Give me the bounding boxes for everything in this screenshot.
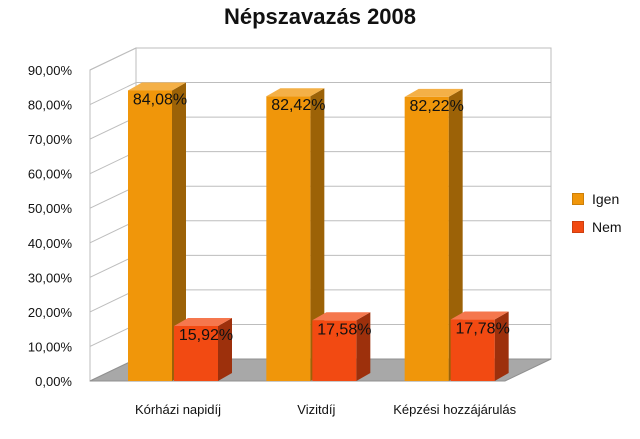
x-tick-label: Képzési hozzájárulás <box>393 402 516 417</box>
bar-top-nem <box>174 317 232 326</box>
legend-swatch-igen <box>572 193 584 205</box>
y-tick-label: 30,00% <box>28 270 73 285</box>
y-tick-label: 0,00% <box>35 374 72 389</box>
bar-side-nem <box>494 311 509 381</box>
bar-top-nem <box>450 311 509 320</box>
legend-item-igen: Igen <box>572 188 622 210</box>
gridline-side <box>89 82 137 106</box>
gridline-side <box>89 47 137 71</box>
chart-title: Népszavazás 2008 <box>223 4 417 29</box>
bar-side-nem <box>218 317 232 381</box>
legend-label-nem: Nem <box>592 219 622 235</box>
bar-igen <box>266 96 311 381</box>
legend-item-nem: Nem <box>572 216 622 238</box>
y-tick-label: 20,00% <box>28 305 73 320</box>
bar-igen <box>128 90 172 382</box>
data-label-igen: 82,42% <box>271 97 325 114</box>
bar-top-nem <box>312 312 371 321</box>
y-tick-label: 10,00% <box>28 339 73 354</box>
y-tick-label: 60,00% <box>28 167 73 182</box>
data-label-nem: 17,78% <box>456 321 510 338</box>
legend-label-igen: Igen <box>592 191 620 207</box>
x-tick-label: Kórházi napidíj <box>135 402 221 417</box>
data-label-nem: 17,58% <box>317 321 371 338</box>
y-tick-label: 90,00% <box>28 63 73 78</box>
bar-nem <box>312 320 357 381</box>
data-label-igen: 84,08% <box>133 91 187 108</box>
bar-top-igen <box>266 88 325 97</box>
y-tick-label: 50,00% <box>28 201 73 216</box>
data-label-igen: 82,22% <box>410 98 464 115</box>
bar-igen <box>404 96 449 382</box>
bar-top-igen <box>128 82 186 91</box>
y-tick-label: 70,00% <box>28 132 73 147</box>
legend-swatch-nem <box>572 221 584 233</box>
bar-side-igen <box>448 88 463 382</box>
y-tick-label: 80,00% <box>28 98 73 113</box>
legend: Igen Nem <box>572 188 622 244</box>
x-tick-label: Vizitdíj <box>297 402 335 417</box>
bar-nem <box>450 319 495 381</box>
bar-side-igen <box>310 88 325 381</box>
bar-nem <box>174 325 218 381</box>
bar-top-igen <box>404 88 463 97</box>
bar-side-nem <box>356 312 371 381</box>
data-label-nem: 15,92% <box>179 327 233 344</box>
y-tick-label: 40,00% <box>28 236 73 251</box>
bar-side-igen <box>172 82 186 382</box>
